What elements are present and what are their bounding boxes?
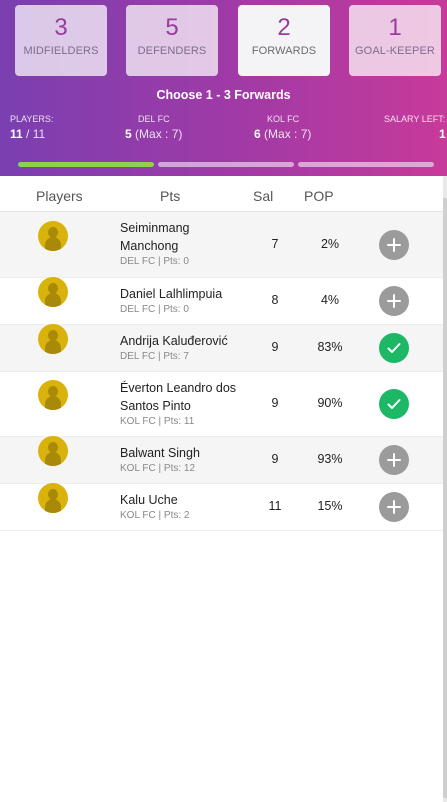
salary-left-value: 1 (439, 127, 446, 141)
team-builder-header: 3 MIDFIELDERS 5 DEFENDERS 2 FORWARDS 1 G… (0, 0, 447, 176)
midfielders-label: MIDFIELDERS (23, 45, 99, 57)
player-avatar-icon (38, 483, 68, 513)
forwards-count: 2 (277, 14, 291, 41)
tab-goalkeeper[interactable]: 1 GOAL-KEEPER (349, 5, 441, 76)
player-popularity: 4% (320, 293, 340, 307)
team2-stat-label: KOL FC (267, 114, 300, 124)
add-player-button[interactable] (379, 286, 409, 316)
player-name[interactable]: Balwant Singh (120, 446, 200, 460)
player-name[interactable]: Éverton Leandro dos Santos Pinto (120, 381, 237, 413)
tab-defenders[interactable]: 5 DEFENDERS (126, 5, 218, 76)
player-name[interactable]: Andrija Kaluđerović (120, 334, 228, 348)
selection-progress-2 (158, 162, 294, 167)
forwards-label: FORWARDS (251, 45, 317, 57)
choose-instruction: Choose 1 - 3 Forwards (156, 88, 291, 102)
col-sal[interactable]: Sal (253, 188, 274, 204)
player-salary: 9 (271, 340, 279, 354)
player-team-points: KOL FC | Pts: 12 (120, 463, 196, 474)
player-salary: 9 (271, 452, 279, 466)
player-popularity: 83% (317, 340, 343, 354)
player-row[interactable]: Éverton Leandro dos Santos Pinto KOL FC |… (0, 372, 443, 437)
players-stat: PLAYERS: 11 / 11 (10, 114, 53, 141)
salary-left-label: SALARY LEFT: (384, 114, 446, 124)
player-team-points: KOL FC | Pts: 11 (120, 416, 195, 427)
midfielders-count: 3 (54, 14, 68, 41)
player-avatar-icon (38, 436, 68, 466)
player-name[interactable]: Kalu Uche (120, 493, 178, 507)
scrollbar[interactable] (443, 176, 447, 802)
col-players[interactable]: Players (36, 188, 83, 204)
player-salary: 9 (271, 396, 279, 410)
player-popularity: 2% (320, 236, 340, 251)
player-salary: 8 (271, 293, 279, 307)
player-avatar-icon (38, 324, 68, 354)
goalkeeper-count: 1 (388, 14, 402, 41)
team1-stat: DEL FC 5 (Max : 7) (125, 114, 195, 141)
player-avatar-icon (38, 277, 68, 307)
col-pop[interactable]: POP (304, 188, 334, 204)
player-salary: 7 (271, 236, 279, 251)
players-stat-label: PLAYERS: (10, 114, 54, 124)
team1-stat-label: DEL FC (138, 114, 170, 124)
defenders-count: 5 (165, 14, 179, 41)
player-popularity: 15% (317, 499, 343, 513)
add-player-button[interactable] (379, 229, 409, 260)
selection-progress-1 (18, 162, 154, 167)
player-row[interactable]: Balwant Singh KOL FC | Pts: 12 9 93% (0, 436, 443, 484)
player-avatar-icon (38, 220, 68, 251)
salary-left-stat: SALARY LEFT: 1 (384, 114, 446, 141)
player-popularity: 90% (317, 396, 343, 410)
tab-forwards[interactable]: 2 FORWARDS (238, 5, 330, 76)
selection-progress-3 (298, 162, 434, 167)
player-team-points: DEL FC | Pts: 7 (120, 351, 189, 362)
add-player-button[interactable] (379, 492, 409, 522)
player-row[interactable]: Andrija Kaluđerović DEL FC | Pts: 7 9 83% (0, 324, 443, 372)
col-pts[interactable]: Pts (160, 188, 181, 204)
player-team-points: KOL FC | Pts: 2 (120, 510, 190, 521)
team2-stat-value: 6 (Max : 7) (254, 127, 312, 141)
player-row[interactable]: Kalu Uche KOL FC | Pts: 2 11 15% (0, 483, 443, 531)
player-salary: 11 (268, 499, 282, 513)
player-popularity: 93% (317, 452, 343, 466)
player-avatar-icon (38, 380, 68, 410)
player-team-points: DEL FC | Pts: 0 (120, 256, 189, 267)
players-stat-value: 11 / 11 (10, 127, 46, 141)
add-player-button[interactable] (379, 445, 409, 475)
goalkeeper-label: GOAL-KEEPER (355, 45, 435, 57)
scrollbar-thumb[interactable] (443, 198, 447, 798)
tab-midfielders[interactable]: 3 MIDFIELDERS (15, 5, 107, 76)
player-name[interactable]: Seiminmang Manchong (120, 221, 190, 253)
player-team-points: DEL FC | Pts: 0 (120, 304, 189, 315)
player-name[interactable]: Daniel Lalhlimpuia (120, 287, 223, 301)
defenders-label: DEFENDERS (137, 45, 207, 57)
player-selected-button[interactable] (379, 333, 409, 363)
team2-stat: KOL FC 6 (Max : 7) (254, 114, 324, 141)
player-selected-button[interactable] (379, 389, 409, 419)
player-row[interactable]: Seiminmang Manchong DEL FC | Pts: 0 7 2% (0, 212, 443, 278)
player-table-header: Players Pts Sal POP (0, 176, 443, 212)
player-row[interactable]: Daniel Lalhlimpuia DEL FC | Pts: 0 8 4% (0, 277, 443, 325)
team1-stat-value: 5 (Max : 7) (125, 127, 183, 141)
